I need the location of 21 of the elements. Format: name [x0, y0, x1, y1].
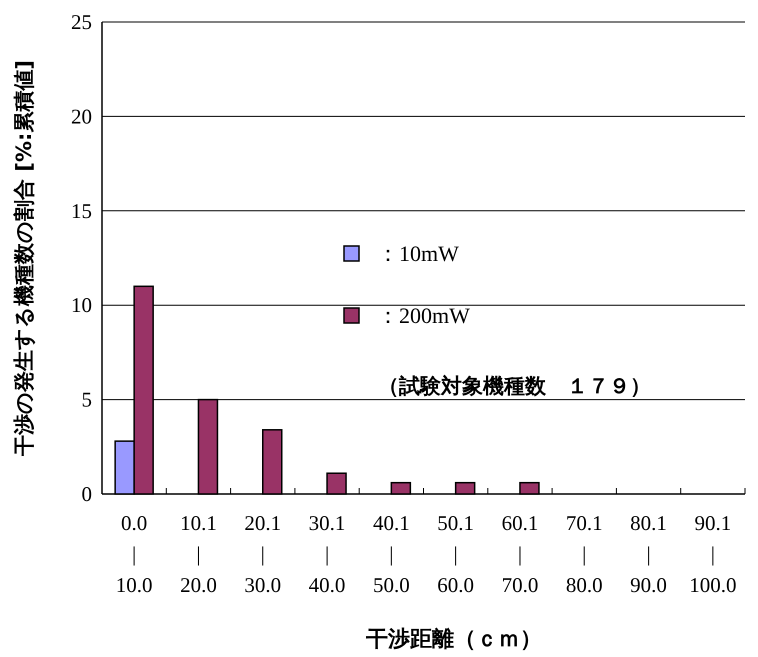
annotation: （試験対象機種数 １７９） [378, 374, 651, 398]
y-tick-label: 5 [82, 388, 92, 412]
x-tick-label: 70.1 | 80.0 [566, 511, 603, 597]
y-axis-title: 干渉の発生する機種数の割合 [%:累積値] [12, 60, 36, 457]
y-tick-label: 10 [71, 293, 92, 318]
legend-label: ：10mW [377, 241, 460, 266]
y-tick-label: 0 [82, 482, 92, 506]
x-tick-label: 20.1 | 30.0 [244, 511, 282, 597]
x-tick-label: 40.1 | 50.0 [372, 511, 410, 597]
x-tick-label: 90.1 | 100.0 [689, 511, 736, 597]
x-tick-label: 60.1 | 70.0 [502, 511, 538, 597]
x-axis-title: 干渉距離（ｃｍ） [365, 627, 542, 652]
x-tick-label: 0.0 | 10.0 [116, 511, 153, 597]
x-tick-label: 30.1 | 40.0 [308, 511, 346, 597]
y-tick-label: 25 [71, 10, 92, 34]
y-tick-label: 20 [71, 104, 92, 128]
x-tick-label: 50.1 | 60.0 [437, 511, 474, 597]
legend-label: ：200mW [377, 303, 470, 328]
x-tick-label: 10.1 | 20.0 [180, 511, 217, 597]
y-tick-label: 15 [71, 198, 92, 223]
x-tick-label: 80.1 | 90.0 [630, 511, 667, 597]
